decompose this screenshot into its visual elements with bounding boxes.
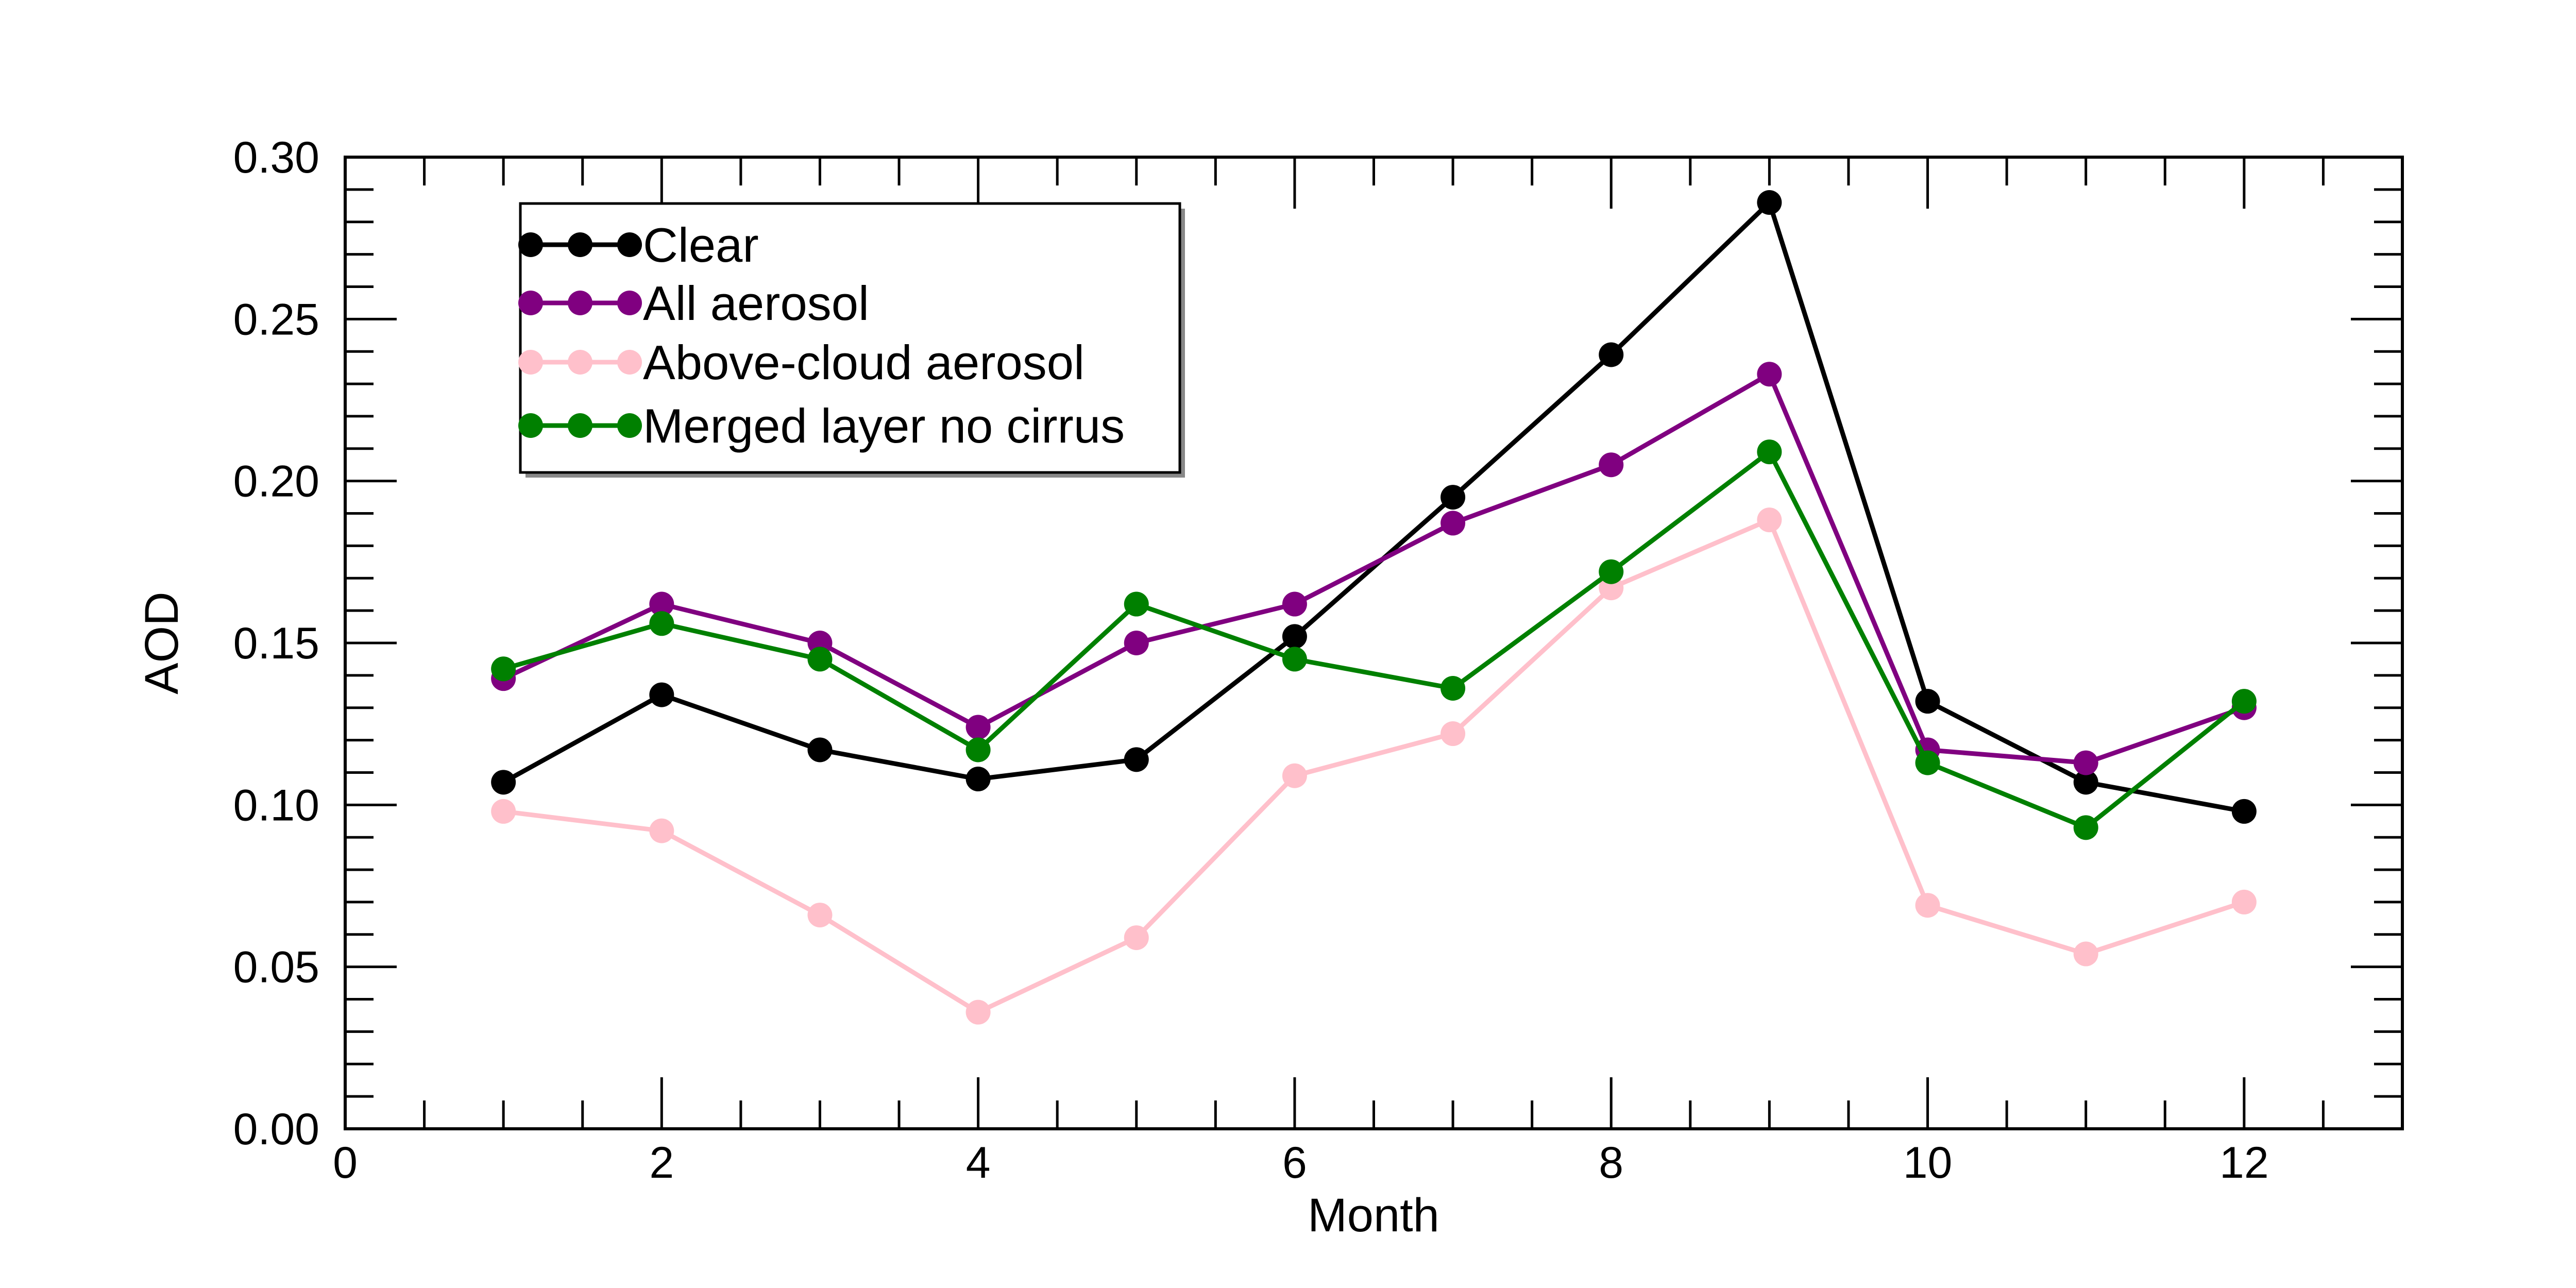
legend-swatch-marker: [617, 232, 642, 257]
legend-swatch-marker: [568, 232, 592, 257]
legend-swatch-marker: [518, 291, 543, 315]
x-tick-label: 10: [1903, 1138, 1953, 1188]
legend-swatch-marker: [518, 350, 543, 375]
data-point: [2073, 941, 2098, 967]
plot-frame: [344, 156, 2404, 1130]
data-point: [1124, 631, 1149, 655]
data-point: [1915, 893, 1940, 918]
legend-swatch-marker: [518, 413, 543, 438]
data-point: [1282, 624, 1307, 649]
data-point: [1124, 747, 1149, 772]
data-point: [1915, 750, 1940, 775]
data-point: [2073, 750, 2098, 775]
data-point: [965, 715, 991, 740]
data-point: [1282, 647, 1307, 672]
data-point: [649, 682, 674, 707]
plot-series: [491, 190, 2257, 1025]
data-point: [2073, 770, 2098, 795]
y-tick-label: 0.05: [233, 943, 319, 992]
series-line: [503, 517, 2245, 1015]
y-tick-label: 0.00: [233, 1105, 319, 1154]
legend-label: Merged layer no cirrus: [643, 399, 1125, 453]
data-point: [2073, 815, 2098, 840]
legend-swatch-marker: [617, 350, 642, 375]
data-point: [1440, 511, 1466, 536]
data-point: [1915, 689, 1940, 714]
x-tick-label: 8: [1599, 1138, 1623, 1188]
data-point: [1757, 507, 1782, 533]
data-point: [1757, 362, 1782, 387]
data-point: [491, 770, 516, 795]
data-point: [1599, 559, 1624, 584]
data-point: [965, 999, 991, 1025]
y-tick-label: 0.25: [233, 295, 319, 344]
legend-label: All aerosol: [643, 276, 869, 330]
x-tick-label: 6: [1282, 1138, 1307, 1188]
data-point: [1599, 342, 1624, 367]
data-point: [807, 737, 833, 762]
y-tick-label: 0.20: [233, 457, 319, 506]
series-line: [502, 371, 2245, 766]
data-point: [1440, 485, 1466, 510]
legend-swatch-marker: [568, 291, 592, 315]
data-point: [1757, 190, 1782, 215]
data-point: [1282, 763, 1307, 788]
data-point: [1124, 925, 1149, 951]
data-point: [2231, 889, 2257, 914]
x-tick-label: 12: [2219, 1138, 2269, 1188]
y-tick-label: 0.30: [233, 133, 319, 182]
data-point: [1282, 591, 1307, 617]
legend-swatch-marker: [568, 350, 592, 375]
x-tick-label: 2: [649, 1138, 674, 1188]
data-point: [649, 611, 674, 636]
tick-labels: 0 2 4 6 8 10 12 0.00 0.05 0.10 0.15 0.20 0.25 0.30: [233, 133, 2269, 1188]
legend-swatch-marker: [568, 413, 592, 438]
data-point: [649, 591, 674, 617]
data-point: [2231, 799, 2257, 824]
data-point: [1757, 439, 1782, 465]
data-point: [649, 818, 674, 843]
y-axis-title: AOD: [135, 591, 188, 694]
data-point: [965, 767, 991, 792]
legend-swatch-marker: [617, 291, 642, 315]
data-point: [2231, 689, 2257, 714]
y-tick-label: 0.10: [233, 781, 319, 830]
y-tick-label: 0.15: [233, 619, 319, 668]
data-point: [491, 656, 516, 682]
data-point: [1440, 676, 1466, 701]
x-axis-title: Month: [1308, 1189, 1439, 1242]
axis-ticks: [344, 156, 2404, 1130]
series-line: [502, 449, 2246, 830]
legend-swatch-marker: [617, 413, 642, 438]
series-line: [502, 200, 2245, 814]
legend-swatch-marker: [518, 232, 543, 257]
data-point: [807, 903, 833, 928]
data-point: [1124, 591, 1149, 617]
legend-label: Clear: [643, 218, 759, 272]
data-point: [491, 799, 516, 824]
data-point: [1440, 721, 1466, 747]
legend-label: Above-cloud aerosol: [643, 335, 1084, 389]
data-point: [807, 647, 833, 672]
x-tick-label: 0: [333, 1138, 358, 1188]
data-point: [1599, 452, 1624, 478]
data-point: [965, 737, 991, 762]
x-tick-label: 4: [966, 1138, 991, 1188]
